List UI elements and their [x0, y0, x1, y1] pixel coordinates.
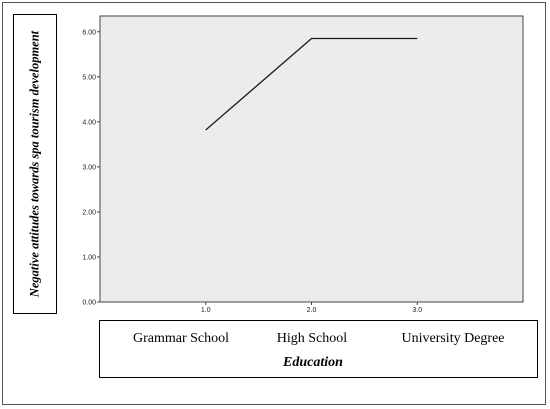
- x-tick-label: 3.0: [412, 307, 422, 314]
- y-tick-label: 4.00: [82, 119, 96, 126]
- x-axis-title-box: Grammar School High School University De…: [99, 320, 538, 378]
- x-tick-label: 2.0: [307, 307, 317, 314]
- y-tick-label: 3.00: [82, 164, 96, 171]
- y-tick-label: 2.00: [82, 209, 96, 216]
- x-tick-label: 1.0: [201, 307, 211, 314]
- x-axis-title: Education: [283, 355, 343, 370]
- series-line: [205, 37, 418, 131]
- plot-area: [99, 15, 524, 303]
- y-tick-label: 6.00: [82, 29, 96, 36]
- category-label-grammar-school: Grammar School: [132, 331, 230, 346]
- y-axis-title-box: Negative attitudes towards spa tourism d…: [13, 14, 57, 314]
- y-tick-label: 5.00: [82, 74, 96, 81]
- category-label-high-school: High School: [276, 331, 348, 346]
- y-tick-label: 0.00: [82, 300, 96, 307]
- y-tick-label: 1.00: [82, 254, 96, 261]
- figure-frame: [2, 2, 546, 405]
- category-label-university-degree: University Degree: [401, 331, 505, 346]
